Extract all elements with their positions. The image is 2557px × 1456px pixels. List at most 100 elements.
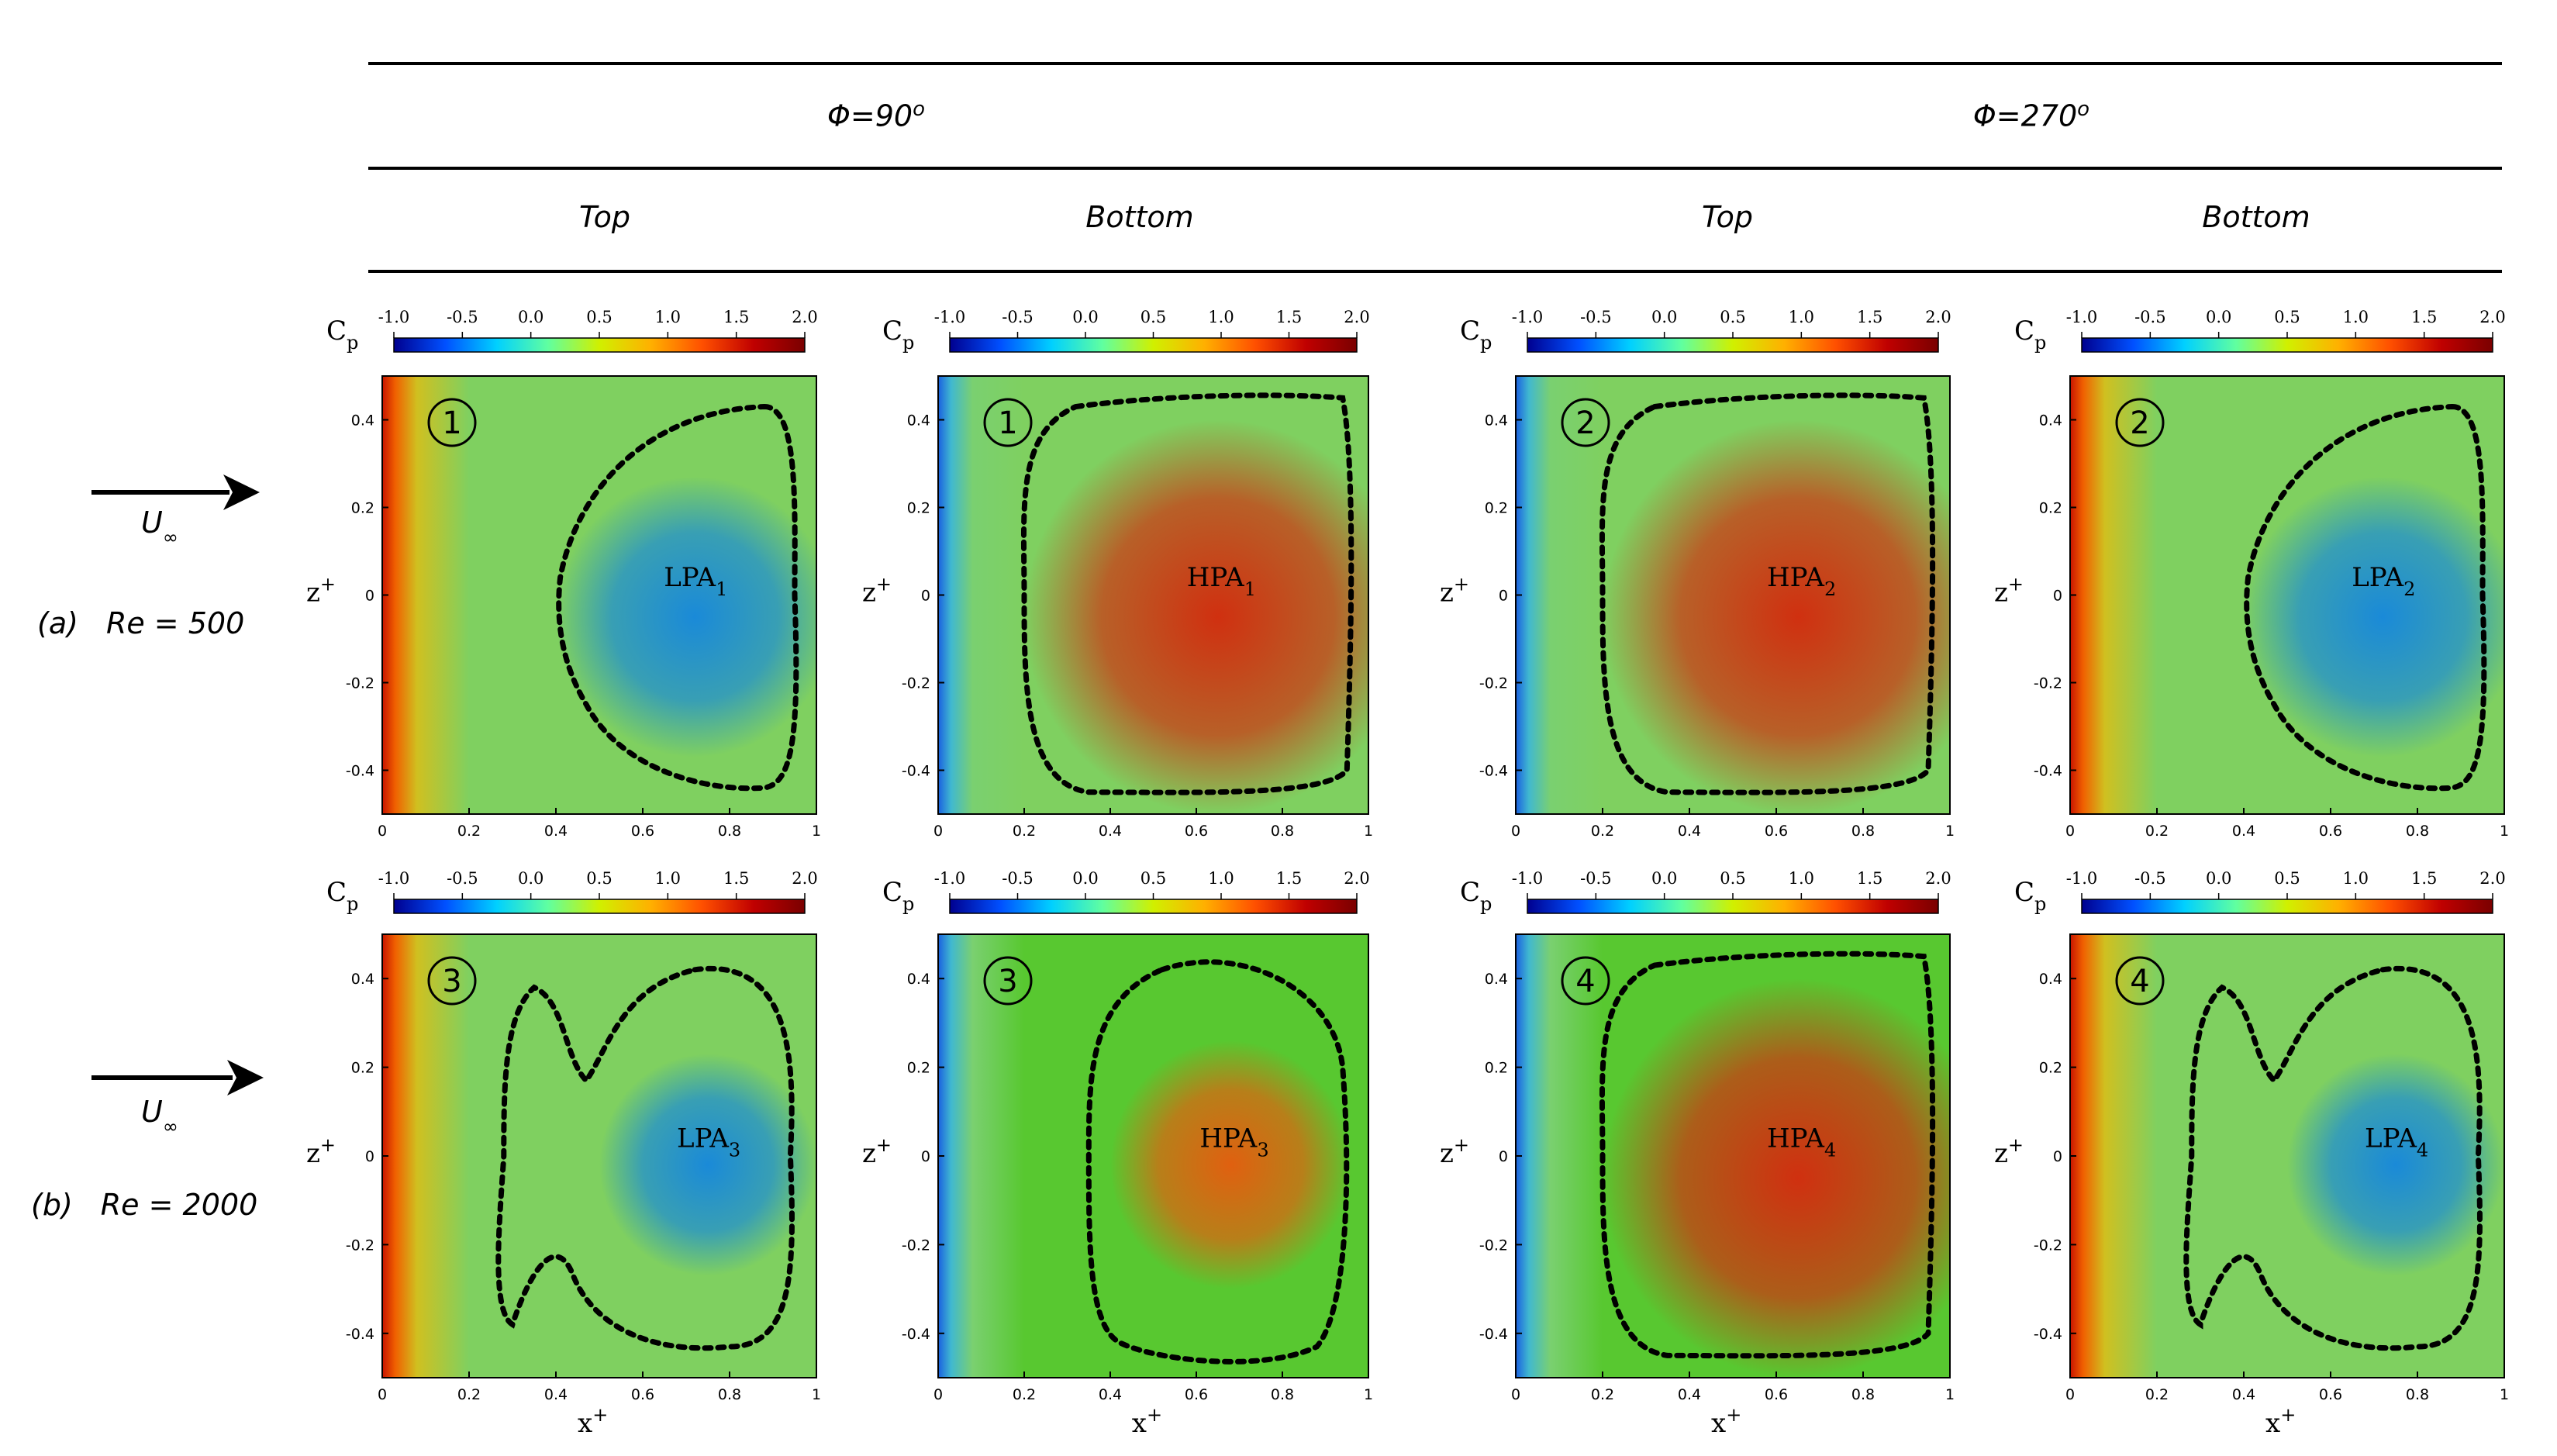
panel-number: 2 <box>2130 405 2149 441</box>
x-tick-label: 0.4 <box>2232 1386 2255 1403</box>
y-tick-label: -0.2 <box>346 1237 374 1254</box>
x-tick-label: 0.6 <box>1185 823 1208 840</box>
x-tick-label: 0.2 <box>457 823 481 840</box>
region-label-sub: 1 <box>716 578 727 600</box>
x-tick-label: 0.4 <box>1099 823 1122 840</box>
x-tick-label: 0 <box>933 1386 943 1403</box>
colorbar-variable-sub: p <box>2034 893 2046 915</box>
column-header-bottom-1: Bottom <box>1085 200 1194 234</box>
x-tick-label: 0.8 <box>1271 823 1294 840</box>
colorbar-variable: Cp <box>882 877 914 915</box>
x-tick-label: 0.8 <box>718 1386 741 1403</box>
colorbar-tick-label: 1.0 <box>655 308 681 326</box>
y-tick-label: -0.4 <box>346 763 374 780</box>
x-axis-label-sup: + <box>1147 1404 1162 1426</box>
x-tick-label: 0.4 <box>1099 1386 1122 1403</box>
x-tick-label: 0 <box>2065 823 2075 840</box>
x-tick-label: 0.6 <box>631 1386 654 1403</box>
colorbar-tick-label: 0.0 <box>1651 308 1677 326</box>
y-tick-label: 0.2 <box>907 500 930 517</box>
row-label-a: (a) Re = 500 <box>37 606 245 640</box>
row-label-b: (b) Re = 2000 <box>31 1188 258 1222</box>
x-tick-label: 1 <box>812 1386 821 1403</box>
y-axis-label: z+ <box>862 574 892 609</box>
x-tick-label: 0.8 <box>1851 1386 1875 1403</box>
dashed-contour <box>556 403 799 792</box>
x-tick-label: 0.2 <box>1013 1386 1036 1403</box>
colorbar-variable: Cp <box>326 316 358 354</box>
y-axis-label: z+ <box>1994 574 2024 609</box>
x-tick-label: 0.8 <box>718 823 741 840</box>
x-tick-label: 0.6 <box>1765 1386 1788 1403</box>
y-axis-label: z+ <box>862 1134 892 1169</box>
field-core <box>382 376 816 814</box>
colorbar-tick-label: 2.0 <box>1925 869 1951 888</box>
colorbar-tick-label: 0.5 <box>1720 869 1745 888</box>
colorbar <box>949 899 1358 914</box>
colorbar-tick-label: 2.0 <box>792 869 817 888</box>
panel-number-circle <box>427 956 477 1006</box>
colorbar <box>2081 899 2493 914</box>
flow-label-row-b: U∞ <box>141 1095 178 1137</box>
field-core <box>938 376 1368 814</box>
header-rule-bottom <box>368 270 2502 273</box>
colorbar-tick-label: 2.0 <box>1344 869 1369 888</box>
y-tick-label: -0.4 <box>2034 1326 2062 1343</box>
colorbar-tick-label: -0.5 <box>447 869 478 888</box>
colorbar-tick-label: 2.0 <box>2479 869 2505 888</box>
x-axis-label: x+ <box>1132 1404 1162 1439</box>
colorbar-tick-label: 0.5 <box>1140 869 1166 888</box>
x-axis-label-sup: + <box>1726 1404 1741 1426</box>
y-axis-label-sup: + <box>876 574 892 595</box>
panel-number-circle <box>983 398 1033 447</box>
x-tick-label: 0 <box>1511 1386 1520 1403</box>
y-tick-label: 0.2 <box>1485 1060 1508 1077</box>
panel-number: 1 <box>442 405 461 441</box>
x-axis-label: x+ <box>1711 1404 1741 1439</box>
colorbar-tick-label: 0.0 <box>1072 308 1098 326</box>
dashed-contour <box>1085 959 1350 1365</box>
y-axis-label: z+ <box>1440 1134 1469 1169</box>
x-tick-label: 1 <box>1364 1386 1373 1403</box>
y-tick-label: 0.4 <box>351 412 374 430</box>
field-core <box>382 934 816 1378</box>
colorbar-tick-label: 0.5 <box>2274 308 2300 326</box>
x-tick-label: 0.4 <box>544 1386 568 1403</box>
y-tick-label: 0.2 <box>2039 500 2062 517</box>
colorbar-tick-label: -0.5 <box>1580 869 1612 888</box>
y-tick-label: 0 <box>365 1148 374 1165</box>
y-tick-label: 0.2 <box>2039 1060 2062 1077</box>
colorbar-tick-label: 1.0 <box>1208 308 1234 326</box>
x-tick-label: 0.6 <box>1765 823 1788 840</box>
dashed-contour <box>2244 403 2487 792</box>
panel-number-circle <box>2115 398 2165 447</box>
y-tick-label: -0.4 <box>2034 763 2062 780</box>
y-tick-label: 0 <box>1499 588 1508 605</box>
column-header-bottom-2: Bottom <box>2202 200 2310 234</box>
y-tick-label: -0.2 <box>902 675 930 692</box>
y-axis-label-sup: + <box>876 1134 892 1156</box>
y-tick-label: 0.2 <box>351 500 374 517</box>
colorbar-variable-sub: p <box>902 332 914 354</box>
y-tick-label: 0.4 <box>2039 971 2062 988</box>
panel-number: 3 <box>998 964 1017 999</box>
colorbar-variable-sub: p <box>347 893 358 915</box>
colorbar-tick-label: 2.0 <box>792 308 817 326</box>
dashed-contour <box>1599 951 1936 1359</box>
colorbar-tick-label: 0.5 <box>1140 308 1166 326</box>
colorbar-tick-label: 1.5 <box>2411 308 2437 326</box>
y-tick-label: -0.4 <box>1479 1326 1508 1343</box>
x-tick-label: 0.2 <box>1591 823 1614 840</box>
x-tick-label: 0.6 <box>2319 823 2342 840</box>
colorbar-tick-label: 1.5 <box>1857 308 1882 326</box>
x-tick-label: 0.2 <box>2145 823 2169 840</box>
column-header-top-1: Top <box>579 200 630 234</box>
colorbar-tick-label: -1.0 <box>378 869 410 888</box>
y-tick-label: -0.2 <box>2034 1237 2062 1254</box>
colorbar-variable-sub: p <box>1480 332 1492 354</box>
region-label-sub: 1 <box>1244 578 1256 600</box>
colorbar-tick-label: 1.5 <box>723 308 749 326</box>
colorbar-tick-label: 1.0 <box>1208 869 1234 888</box>
panel-number: 4 <box>2130 964 2149 999</box>
y-tick-label: -0.4 <box>902 763 930 780</box>
